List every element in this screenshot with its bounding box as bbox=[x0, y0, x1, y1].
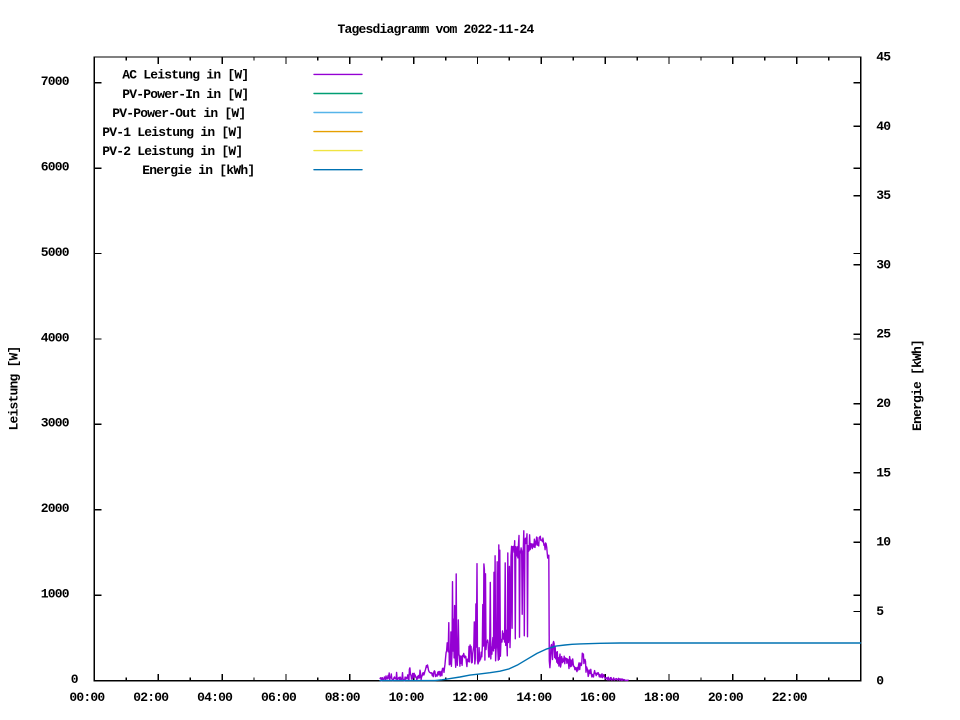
svg-text:AC Leistung in [W]: AC Leistung in [W] bbox=[122, 68, 248, 83]
svg-text:40: 40 bbox=[876, 119, 891, 134]
svg-text:22:00: 22:00 bbox=[772, 690, 808, 705]
svg-text:5: 5 bbox=[876, 604, 884, 619]
svg-text:20:00: 20:00 bbox=[708, 690, 744, 705]
svg-text:Tagesdiagramm vom 2022-11-24: Tagesdiagramm vom 2022-11-24 bbox=[338, 22, 535, 37]
svg-text:25: 25 bbox=[876, 327, 891, 342]
svg-text:30: 30 bbox=[876, 257, 891, 272]
svg-text:10: 10 bbox=[876, 535, 891, 550]
svg-text:04:00: 04:00 bbox=[197, 690, 233, 705]
svg-text:5000: 5000 bbox=[41, 245, 70, 260]
svg-text:0: 0 bbox=[876, 673, 884, 688]
svg-text:45: 45 bbox=[876, 50, 891, 65]
svg-text:Leistung [W]: Leistung [W] bbox=[6, 346, 21, 430]
svg-text:6000: 6000 bbox=[41, 159, 70, 174]
svg-text:Energie [kWh]: Energie [kWh] bbox=[910, 340, 925, 431]
svg-text:06:00: 06:00 bbox=[261, 690, 297, 705]
svg-text:02:00: 02:00 bbox=[133, 690, 169, 705]
svg-text:PV-1 Leistung in [W]: PV-1 Leistung in [W] bbox=[102, 125, 242, 140]
svg-text:PV-2 Leistung in [W]: PV-2 Leistung in [W] bbox=[102, 144, 242, 159]
svg-text:Energie in [kWh]: Energie in [kWh] bbox=[142, 163, 254, 178]
svg-text:15: 15 bbox=[876, 465, 891, 480]
svg-text:3000: 3000 bbox=[41, 416, 70, 431]
svg-text:08:00: 08:00 bbox=[325, 690, 361, 705]
svg-text:00:00: 00:00 bbox=[69, 690, 105, 705]
svg-text:PV-Power-Out in [W]: PV-Power-Out in [W] bbox=[112, 106, 245, 121]
svg-text:10:00: 10:00 bbox=[389, 690, 425, 705]
svg-text:2000: 2000 bbox=[41, 501, 70, 516]
svg-text:14:00: 14:00 bbox=[516, 690, 552, 705]
svg-text:20: 20 bbox=[876, 396, 891, 411]
svg-text:16:00: 16:00 bbox=[580, 690, 616, 705]
svg-text:7000: 7000 bbox=[41, 74, 70, 89]
svg-text:1000: 1000 bbox=[41, 587, 70, 602]
svg-text:12:00: 12:00 bbox=[453, 690, 489, 705]
svg-text:PV-Power-In in [W]: PV-Power-In in [W] bbox=[122, 87, 248, 102]
svg-text:18:00: 18:00 bbox=[644, 690, 680, 705]
svg-text:0: 0 bbox=[71, 672, 79, 687]
svg-text:35: 35 bbox=[876, 188, 891, 203]
svg-text:4000: 4000 bbox=[41, 330, 70, 345]
